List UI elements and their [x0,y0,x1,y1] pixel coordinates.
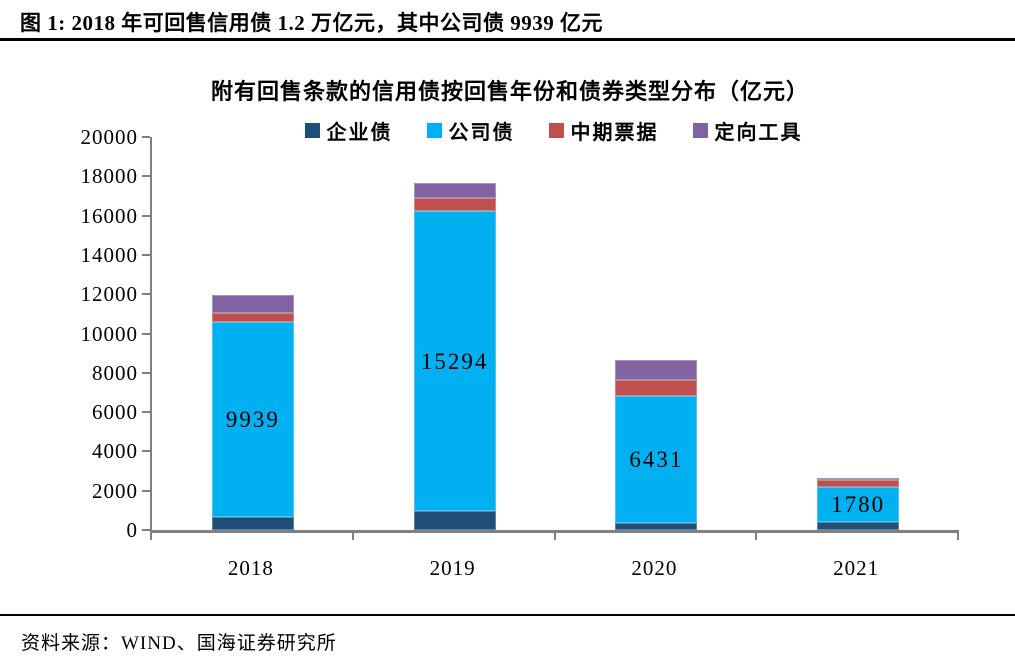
bar-2019: 15294 [413,183,496,530]
bar-segment-企业债 [615,522,698,530]
chart-title: 附有回售条款的信用债按回售年份和债券类型分布（亿元） [210,79,809,104]
y-tick-mark [142,253,150,256]
x-tick-mark [755,533,757,540]
y-tick-label: 18000 [80,164,138,189]
bar-segment-中期票据 [615,380,698,397]
legend-label: 公司债 [448,122,515,144]
y-tick-label: 14000 [80,242,138,267]
x-tick-mark [554,533,556,540]
bar-segment-中期票据 [817,480,900,487]
legend-marker [692,123,708,138]
bar-segment-定向工具 [615,360,698,381]
y-tick-mark [142,489,150,492]
bar-segment-企业债 [211,517,294,530]
legend-label: 企业债 [326,122,393,144]
legend-marker [548,123,564,138]
bar-value-label: 6431 [629,446,684,472]
bar-2018: 9939 [211,295,294,530]
y-tick-mark [142,136,150,138]
figure-header-title: 图 1: 2018 年可回售信用债 1.2 万亿元，其中公司债 9939 亿元 [20,11,603,35]
y-tick-mark [142,214,150,217]
y-tick-label: 12000 [80,282,138,307]
y-tick-mark [142,371,150,374]
y-tick-label: 20000 [80,125,138,149]
bar-segment-企业债 [413,511,496,530]
plot-area: 9939 15294 6431 1780 [150,137,959,533]
x-tick-mark [352,533,354,540]
x-category-label: 2019 [429,556,476,580]
bar-segment-公司债: 15294 [413,210,496,512]
bar-segment-中期票据 [211,312,294,322]
chart-legend: 企业债 公司债 中期票据 定向工具 [150,116,957,145]
legend-item: 公司债 [426,116,515,145]
bar-segment-定向工具 [413,183,496,198]
y-tick-mark [142,411,150,414]
legend-marker [304,123,320,138]
bar-segment-中期票据 [413,197,496,211]
x-category-label: 2020 [631,556,678,580]
x-tick-mark [150,533,152,540]
legend-marker [426,123,442,138]
x-category-label: 2018 [227,556,274,580]
legend-item: 中期票据 [548,116,659,145]
bar-segment-企业债 [817,521,900,530]
y-tick-mark [142,450,150,453]
y-tick-mark [142,175,150,178]
y-tick-label: 0 [126,518,138,542]
header-divider-line [0,38,1015,41]
legend-item: 定向工具 [692,116,803,145]
bar-2020: 6431 [615,360,698,530]
bar-value-label: 1780 [831,491,886,517]
bar-2021: 1780 [817,477,900,530]
y-tick-label: 10000 [80,321,138,346]
y-tick-label: 6000 [92,400,138,425]
bar-segment-公司债: 1780 [817,486,900,522]
legend-item: 企业债 [304,116,393,145]
y-tick-label: 4000 [92,439,138,464]
bar-segment-定向工具 [211,295,294,313]
y-tick-label: 16000 [80,203,138,228]
legend-label: 中期票据 [570,122,659,144]
legend-label: 定向工具 [714,122,803,144]
x-category-label: 2021 [833,556,880,580]
footer-divider-line [0,614,1015,616]
source-note: 资料来源：WIND、国海证券研究所 [21,633,337,654]
x-tick-mark [957,533,959,540]
bar-segment-定向工具 [817,477,900,481]
y-tick-label: 2000 [92,478,138,503]
bar-value-label: 15294 [420,348,489,374]
y-tick-mark [142,529,150,531]
bar-segment-公司债: 6431 [615,396,698,523]
bar-segment-公司债: 9939 [211,321,294,518]
y-tick-mark [142,332,150,335]
y-tick-mark [142,293,150,296]
y-tick-label: 8000 [92,360,138,385]
bar-value-label: 9939 [225,407,280,433]
